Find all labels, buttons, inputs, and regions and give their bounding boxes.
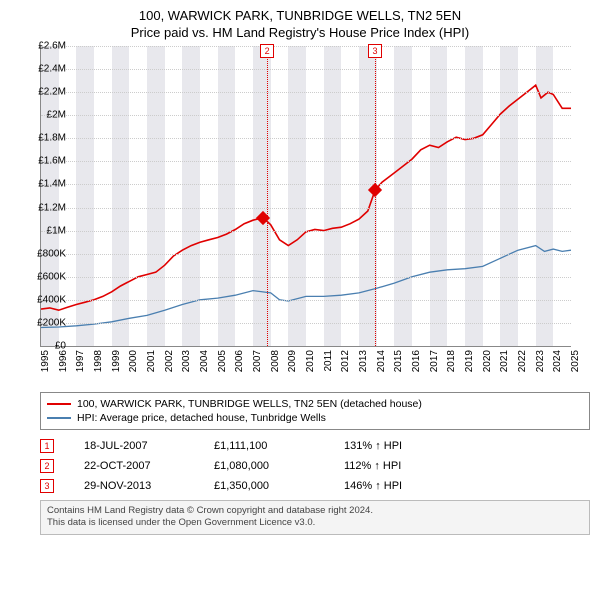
- x-axis-label: 2008: [270, 350, 281, 372]
- legend-swatch: [47, 403, 71, 405]
- gridline: [41, 184, 571, 185]
- title-address: 100, WARWICK PARK, TUNBRIDGE WELLS, TN2 …: [10, 8, 590, 23]
- legend-item-hpi: HPI: Average price, detached house, Tunb…: [47, 411, 583, 425]
- gridline: [41, 277, 571, 278]
- gridline: [41, 254, 571, 255]
- y-axis-label: £400K: [37, 294, 66, 305]
- sales-row: 1 18-JUL-2007 £1,111,100 131% ↑ HPI: [40, 436, 590, 456]
- gridline: [41, 161, 571, 162]
- x-axis-label: 2002: [164, 350, 175, 372]
- sales-row: 3 29-NOV-2013 £1,350,000 146% ↑ HPI: [40, 476, 590, 496]
- gridline: [41, 115, 571, 116]
- y-axis-label: £2.4M: [38, 64, 66, 75]
- sales-badge: 1: [40, 439, 54, 453]
- x-axis-label: 2003: [181, 350, 192, 372]
- x-axis-label: 2000: [128, 350, 139, 372]
- x-axis-label: 2018: [446, 350, 457, 372]
- chart-area: 23 £0£200K£400K£600K£800K£1M£1.2M£1.4M£1…: [40, 46, 600, 386]
- gridline: [41, 92, 571, 93]
- title-subtitle: Price paid vs. HM Land Registry's House …: [10, 25, 590, 40]
- x-axis-label: 1998: [93, 350, 104, 372]
- x-axis-label: 2019: [464, 350, 475, 372]
- x-axis-label: 2020: [482, 350, 493, 372]
- gridline: [41, 69, 571, 70]
- x-axis-label: 2009: [287, 350, 298, 372]
- x-axis-label: 2014: [376, 350, 387, 372]
- y-axis-label: £2.6M: [38, 41, 66, 52]
- y-axis-label: £2.2M: [38, 87, 66, 98]
- sales-badge: 2: [40, 459, 54, 473]
- sales-price: £1,111,100: [214, 440, 314, 452]
- y-axis-label: £1.8M: [38, 133, 66, 144]
- marker-line: [267, 46, 268, 346]
- x-axis-label: 1999: [111, 350, 122, 372]
- gridline: [41, 231, 571, 232]
- y-axis-label: £200K: [37, 317, 66, 328]
- sales-badge: 3: [40, 479, 54, 493]
- sales-price: £1,350,000: [214, 480, 314, 492]
- y-axis-label: £1.4M: [38, 179, 66, 190]
- y-axis-label: £1.6M: [38, 156, 66, 167]
- gridline: [41, 208, 571, 209]
- sales-hpi: 131% ↑ HPI: [344, 440, 444, 452]
- sales-table: 1 18-JUL-2007 £1,111,100 131% ↑ HPI 2 22…: [40, 436, 590, 496]
- x-axis-label: 2007: [252, 350, 263, 372]
- x-axis-label: 2015: [393, 350, 404, 372]
- x-axis-label: 2005: [217, 350, 228, 372]
- legend-label: HPI: Average price, detached house, Tunb…: [77, 412, 326, 424]
- sales-price: £1,080,000: [214, 460, 314, 472]
- x-axis-label: 2004: [199, 350, 210, 372]
- x-axis-label: 2010: [305, 350, 316, 372]
- plot-region: 23: [40, 46, 571, 347]
- x-axis-label: 2024: [552, 350, 563, 372]
- x-axis-label: 2023: [535, 350, 546, 372]
- x-axis-label: 2017: [429, 350, 440, 372]
- x-axis-label: 2011: [323, 350, 334, 372]
- gridline: [41, 300, 571, 301]
- y-axis-label: £2M: [47, 110, 66, 121]
- x-axis-label: 1996: [58, 350, 69, 372]
- gridline: [41, 323, 571, 324]
- y-axis-label: £1M: [47, 225, 66, 236]
- chart-container: 100, WARWICK PARK, TUNBRIDGE WELLS, TN2 …: [0, 0, 600, 535]
- x-axis-label: 1995: [40, 350, 51, 372]
- x-axis-label: 1997: [75, 350, 86, 372]
- legend-box: 100, WARWICK PARK, TUNBRIDGE WELLS, TN2 …: [40, 392, 590, 430]
- x-axis-label: 2022: [517, 350, 528, 372]
- title-block: 100, WARWICK PARK, TUNBRIDGE WELLS, TN2 …: [0, 0, 600, 46]
- chart-svg: [41, 46, 571, 346]
- x-axis-label: 2001: [146, 350, 157, 372]
- sales-hpi: 146% ↑ HPI: [344, 480, 444, 492]
- marker-badge: 3: [368, 44, 382, 58]
- y-axis-label: £1.2M: [38, 202, 66, 213]
- sales-row: 2 22-OCT-2007 £1,080,000 112% ↑ HPI: [40, 456, 590, 476]
- footer-line: This data is licensed under the Open Gov…: [47, 517, 583, 529]
- legend-item-property: 100, WARWICK PARK, TUNBRIDGE WELLS, TN2 …: [47, 397, 583, 411]
- sales-hpi: 112% ↑ HPI: [344, 460, 444, 472]
- gridline: [41, 46, 571, 47]
- footer-line: Contains HM Land Registry data © Crown c…: [47, 505, 583, 517]
- gridline: [41, 138, 571, 139]
- x-axis-label: 2013: [358, 350, 369, 372]
- x-axis-label: 2016: [411, 350, 422, 372]
- x-axis-label: 2021: [499, 350, 510, 372]
- x-axis-label: 2012: [340, 350, 351, 372]
- x-axis-label: 2025: [570, 350, 581, 372]
- sales-date: 18-JUL-2007: [84, 440, 184, 452]
- y-axis-label: £800K: [37, 248, 66, 259]
- sales-date: 29-NOV-2013: [84, 480, 184, 492]
- x-axis-label: 2006: [234, 350, 245, 372]
- footer-attribution: Contains HM Land Registry data © Crown c…: [40, 500, 590, 535]
- y-axis-label: £600K: [37, 271, 66, 282]
- legend-swatch: [47, 417, 71, 419]
- legend-label: 100, WARWICK PARK, TUNBRIDGE WELLS, TN2 …: [77, 398, 422, 410]
- marker-badge: 2: [260, 44, 274, 58]
- sales-date: 22-OCT-2007: [84, 460, 184, 472]
